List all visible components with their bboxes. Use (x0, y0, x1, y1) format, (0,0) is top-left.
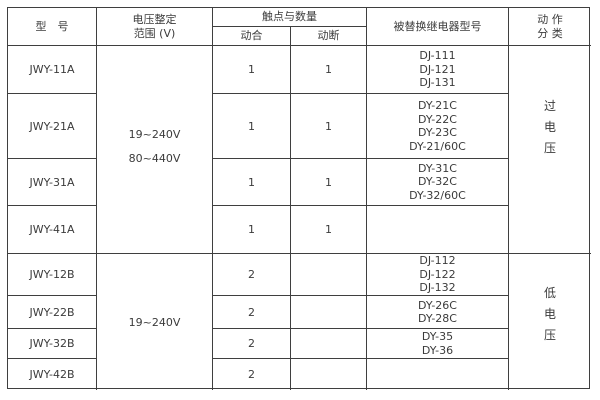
replaced-relay-cell: DY-31C DY-32C DY-32/60C (367, 159, 509, 206)
nc-contacts-cell (291, 329, 367, 359)
no-contacts-cell: 1 (213, 206, 291, 254)
no-contacts-cell: 1 (213, 46, 291, 94)
no-contacts-cell: 2 (213, 296, 291, 329)
no-contacts-cell: 2 (213, 359, 291, 390)
model-cell: JWY-11A (8, 46, 97, 94)
action-class-undervoltage: 低 电 压 (543, 285, 556, 342)
nc-contacts-cell: 1 (291, 94, 367, 159)
header-normally-open: 动合 (213, 27, 291, 46)
header-model: 型 号 (8, 8, 97, 46)
replaced-relay-cell: DJ-111 DJ-121 DJ-131 (367, 46, 509, 94)
replaced-relay-cell (367, 359, 509, 390)
action-class-overvoltage: 过 电 压 (509, 46, 591, 254)
no-contacts-cell: 2 (213, 329, 291, 359)
model-cell: JWY-31A (8, 159, 97, 206)
nc-contacts-cell: 1 (291, 159, 367, 206)
voltage-range-group-b: 19~240V (97, 254, 213, 390)
header-action-class: 动 作 分 类 (509, 8, 591, 46)
header-contacts-quantity: 触点与数量 (213, 8, 367, 27)
nc-contacts-cell (291, 359, 367, 390)
nc-contacts-cell (291, 254, 367, 296)
replaced-relay-cell: DY-21C DY-22C DY-23C DY-21/60C (367, 94, 509, 159)
header-voltage-range: 电压整定 范围 (V) (97, 8, 213, 46)
relay-spec-table: 型 号 电压整定 范围 (V) 触点与数量 动合 动断 被替换继电器型号 动 作… (7, 7, 591, 390)
nc-contacts-cell: 1 (291, 206, 367, 254)
no-contacts-cell: 2 (213, 254, 291, 296)
voltage-range-group-a: 19~240V 80~440V (97, 46, 213, 254)
header-replaced-relay: 被替换继电器型号 (367, 8, 509, 46)
nc-contacts-cell (291, 296, 367, 329)
model-cell: JWY-32B (8, 329, 97, 359)
header-normally-closed: 动断 (291, 27, 367, 46)
model-cell: JWY-42B (8, 359, 97, 390)
replaced-relay-cell: DY-35 DY-36 (367, 329, 509, 359)
replaced-relay-cell (367, 206, 509, 254)
model-cell: JWY-21A (8, 94, 97, 159)
replaced-relay-cell: DY-26C DY-28C (367, 296, 509, 329)
replaced-relay-cell: DJ-112 DJ-122 DJ-132 (367, 254, 509, 296)
model-cell: JWY-22B (8, 296, 97, 329)
model-cell: JWY-41A (8, 206, 97, 254)
no-contacts-cell: 1 (213, 159, 291, 206)
nc-contacts-cell: 1 (291, 46, 367, 94)
no-contacts-cell: 1 (213, 94, 291, 159)
model-cell: JWY-12B (8, 254, 97, 296)
